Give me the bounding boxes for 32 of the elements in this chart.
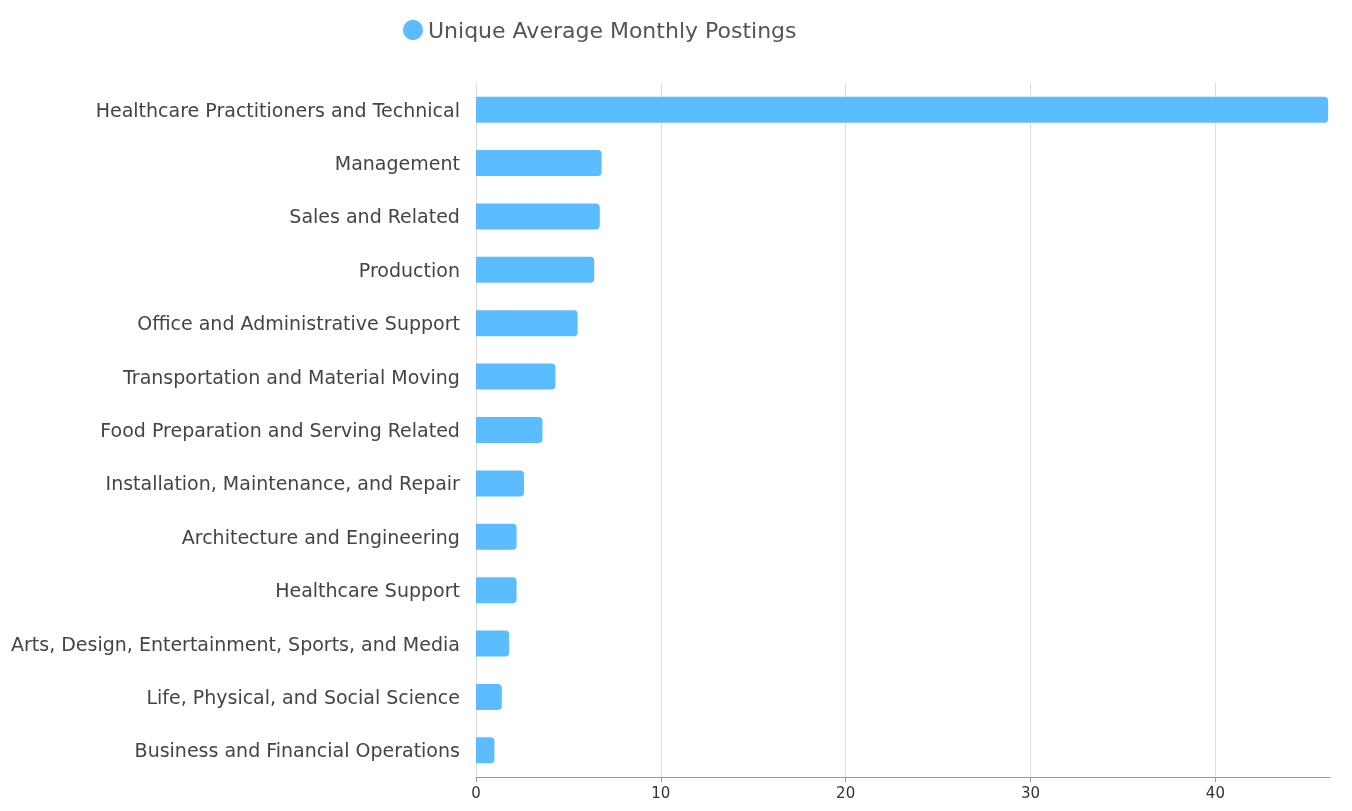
y-tick-label: Life, Physical, and Social Science (146, 685, 460, 708)
y-tick-label: Arts, Design, Entertainment, Sports, and Media (10, 632, 460, 655)
y-tick-label: Management (334, 152, 460, 175)
bar (475, 256, 595, 283)
x-tick-label: 30 (1020, 783, 1041, 802)
y-tick-label: Transportation and Material Moving (122, 365, 460, 388)
bar (475, 310, 578, 337)
y-tick-label: Sales and Related (289, 205, 460, 228)
bar (475, 577, 517, 604)
bar (475, 203, 600, 230)
bar (475, 523, 517, 550)
x-tick-label: 0 (471, 783, 481, 802)
bar (475, 96, 1329, 123)
y-tick-label: Architecture and Engineering (181, 525, 460, 548)
x-tick-label: 40 (1205, 783, 1225, 802)
y-tick-label: Healthcare Support (275, 579, 460, 602)
legend-label: Unique Average Monthly Postings (428, 17, 797, 43)
bar (475, 150, 602, 177)
y-tick-label: Healthcare Practitioners and Technical (95, 98, 460, 121)
bar (475, 737, 495, 764)
y-tick-label: Production (358, 258, 460, 281)
bar (475, 683, 502, 710)
x-tick-label: 10 (651, 783, 671, 802)
bar (475, 630, 510, 657)
bar (475, 417, 543, 443)
y-tick-label: Office and Administrative Support (137, 312, 460, 335)
y-tick-label: Business and Financial Operations (134, 739, 460, 762)
x-tick-label: 20 (836, 783, 856, 802)
bar (475, 363, 556, 390)
y-tick-label: Food Preparation and Serving Related (100, 419, 460, 441)
y-tick-label: Installation, Maintenance, and Repair (105, 472, 461, 495)
bar (475, 470, 524, 497)
